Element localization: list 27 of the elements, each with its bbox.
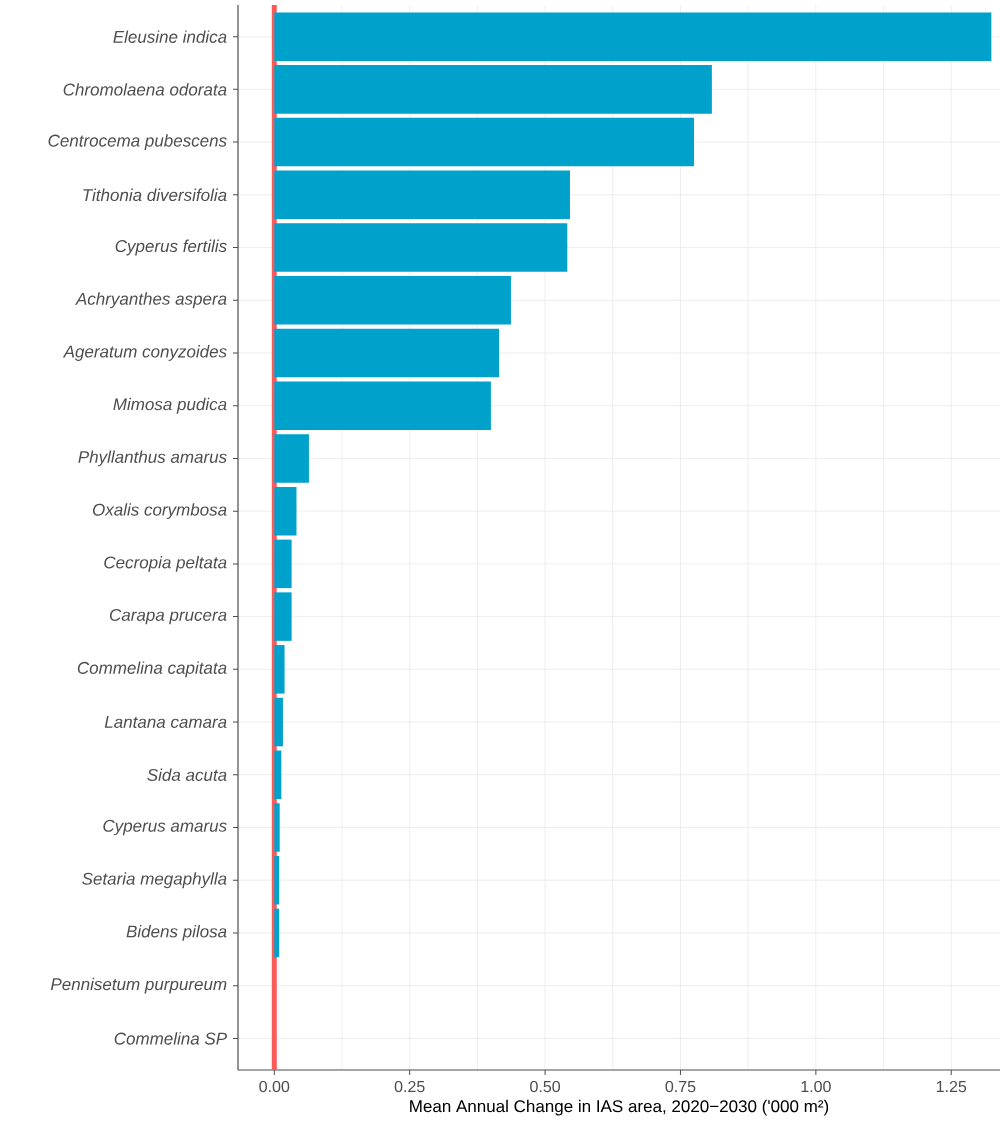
y-tick-label: Oxalis corymbosa — [93, 503, 227, 520]
y-tick-label: Commelina capitata — [78, 661, 227, 678]
y-tick-label: Cecropia peltata — [104, 555, 227, 572]
y-tick-label: Carapa prucera — [110, 608, 227, 625]
y-tick-label: Chromolaena odorata — [63, 83, 227, 96]
y-tick-label: Cyperus fertilis — [115, 239, 227, 256]
y-tick-label: Lantana camara — [104, 716, 227, 728]
y-tick-label: Pennisetum purpureum — [51, 977, 227, 994]
x-tick-label: 1.25 — [937, 1080, 967, 1093]
y-tick-label: Sida acuta — [147, 768, 227, 782]
y-tick-label: Ageratum conyzoides — [63, 345, 227, 361]
y-tick-label: Tithonia diversifolia — [83, 188, 227, 202]
x-tick-label: 0.50 — [530, 1080, 561, 1093]
x-tick-label: 1.00 — [801, 1080, 832, 1093]
y-tick-label: Commelina SP — [114, 1032, 228, 1045]
x-axis-title: Mean Annual Change in IAS area, 2020−2030 ('000 m²) — [410, 1099, 829, 1116]
y-tick-label: Cyperus amarus — [103, 819, 227, 836]
x-tick-label: 0.25 — [394, 1080, 425, 1093]
x-tick-label: 0.00 — [259, 1080, 290, 1093]
y-tick-label: Eleusine indica — [113, 30, 227, 43]
y-tick-label: Centrocema pubescens — [48, 134, 227, 151]
y-tick-label: Phyllanthus amarus — [78, 450, 227, 467]
y-tick-label: Bidens pilosa — [126, 925, 227, 941]
y-tick-label: Achryanthes aspera — [75, 292, 227, 309]
y-tick-label: Mimosa pudica — [113, 397, 227, 414]
y-tick-label: Setaria megaphylla — [82, 872, 227, 889]
x-tick-label: 0.75 — [665, 1080, 696, 1093]
